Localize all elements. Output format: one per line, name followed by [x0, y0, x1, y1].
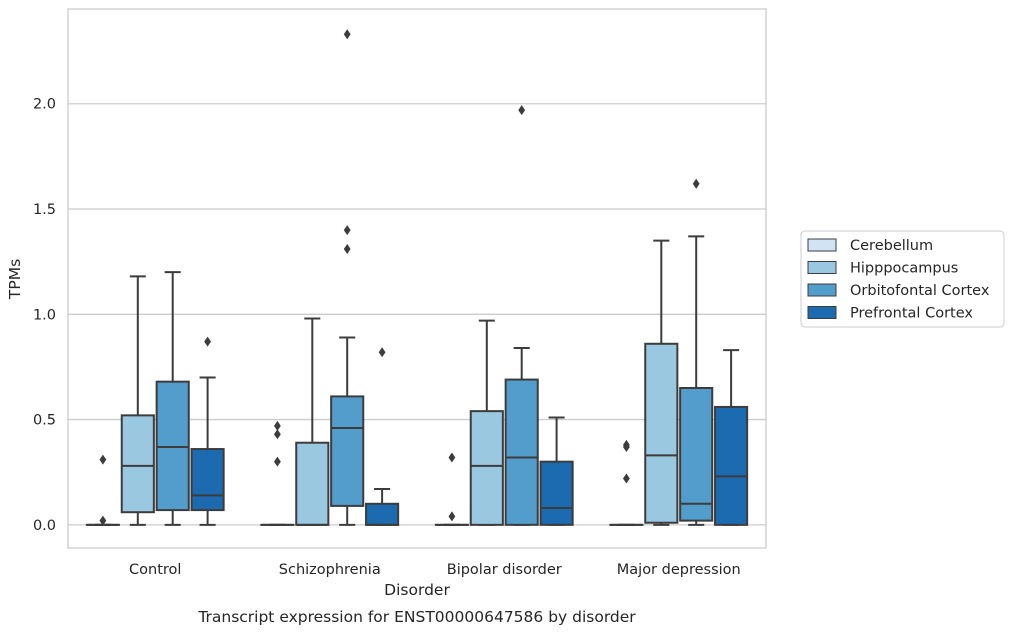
legend-frame	[800, 230, 1005, 328]
box-group	[155, 271, 190, 526]
y-axis-label: TPMs	[6, 259, 24, 300]
x-tick-label: Schizophrenia	[279, 562, 381, 578]
outlier-point	[692, 178, 700, 189]
legend: Cerebellum Hipppocampus Orbitofontal Corte…	[800, 230, 1005, 328]
box-layer	[85, 29, 749, 526]
box	[155, 380, 190, 512]
box-group	[85, 454, 120, 526]
box-group	[434, 452, 469, 526]
y-tick-label: 2.0	[33, 97, 56, 113]
box	[504, 378, 539, 526]
box	[120, 414, 155, 514]
legend-label: Cerebellum	[850, 238, 933, 254]
outlier-point	[623, 473, 630, 484]
plot-frame	[67, 8, 767, 549]
box-group	[330, 29, 365, 526]
legend-label: Orbitofontal Cortex	[850, 283, 990, 299]
outlier-point	[378, 347, 386, 358]
y-tick-labels: 0.0 0.5 1.0 1.5 2.0	[33, 97, 56, 534]
legend-swatch	[807, 306, 837, 319]
outlier-point	[274, 429, 281, 440]
legend-swatch	[807, 261, 837, 274]
box	[295, 441, 330, 526]
box	[190, 448, 225, 512]
x-tick-label: Bipolar disorder	[447, 562, 562, 578]
chart-caption: Transcript expression for ENST0000064758…	[197, 608, 636, 626]
box	[714, 405, 749, 526]
box-group	[365, 347, 400, 526]
outlier-point	[518, 105, 526, 116]
y-tick-label: 1.0	[33, 307, 56, 323]
box	[365, 502, 400, 526]
box-group	[190, 336, 225, 526]
box-group	[644, 239, 679, 526]
outlier-point	[99, 454, 107, 465]
y-tick-label: 1.5	[33, 202, 56, 218]
y-tick-label: 0.0	[33, 518, 56, 534]
outlier-point	[343, 29, 351, 40]
outlier-point	[274, 456, 281, 467]
outlier-point	[99, 515, 107, 526]
box	[644, 342, 679, 524]
outlier-point	[448, 511, 456, 522]
x-tick-label: Control	[129, 562, 181, 578]
outlier-point	[204, 336, 211, 347]
outlier-point	[343, 244, 351, 255]
box-group	[539, 416, 574, 526]
box-group	[295, 317, 330, 526]
box	[469, 410, 504, 526]
box-group	[504, 105, 539, 526]
box-group	[679, 178, 714, 526]
box-group	[609, 439, 644, 526]
x-tick-labels: Control Schizophrenia Bipolar disorder Majo…	[129, 562, 741, 578]
outlier-point	[343, 225, 351, 236]
legend-label: Prefrontal Cortex	[850, 306, 973, 322]
x-axis-label: Disorder	[384, 581, 450, 599]
y-tick-label: 0.5	[33, 413, 56, 429]
x-tick-label: Major depression	[617, 562, 741, 578]
outlier-point	[448, 452, 456, 463]
box-group	[469, 319, 504, 526]
box-group	[120, 275, 155, 526]
outlier-point	[623, 439, 630, 450]
box-group	[714, 349, 749, 526]
outlier-point	[274, 420, 281, 431]
legend-swatch	[807, 238, 837, 252]
box	[539, 460, 574, 526]
box	[679, 386, 714, 522]
legend-label: Hipppocampus	[850, 261, 958, 277]
legend-swatch	[807, 283, 837, 297]
box-group	[260, 420, 295, 526]
box	[330, 395, 365, 507]
